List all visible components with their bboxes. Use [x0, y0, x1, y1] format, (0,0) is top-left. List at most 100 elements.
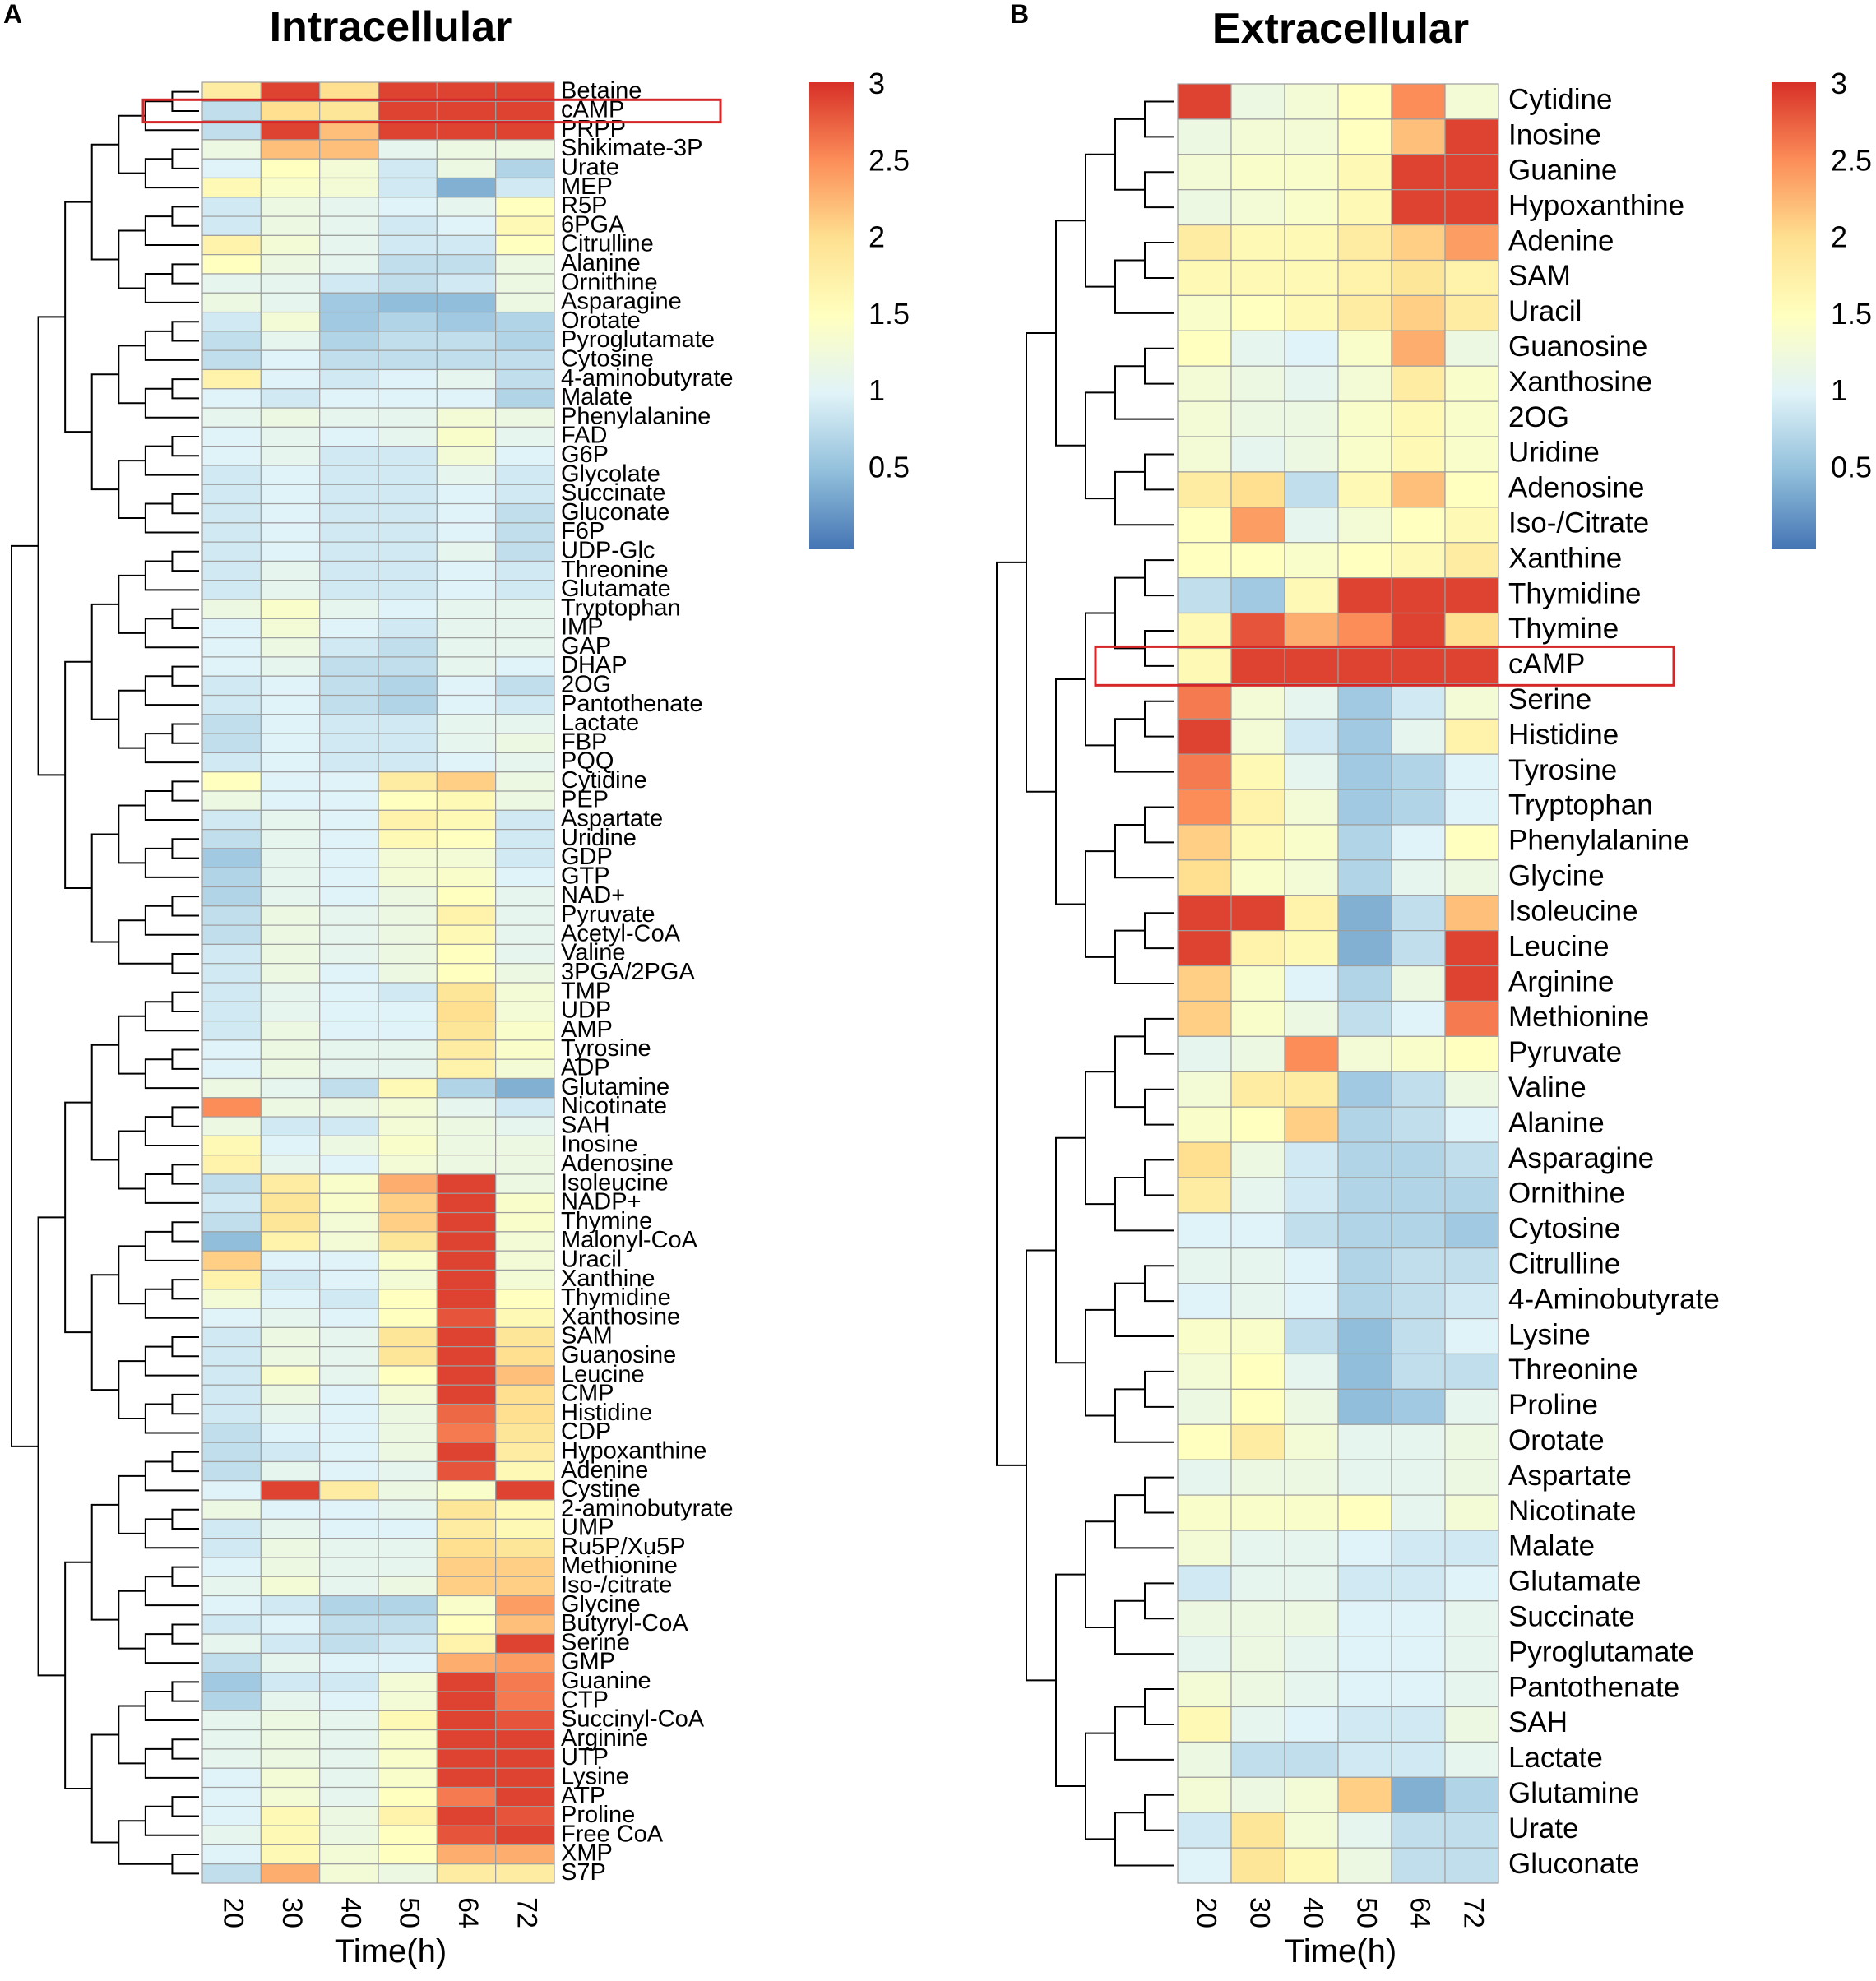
panel-b-cell-pyroglutamate-30: [1230, 1636, 1285, 1673]
panel-a-cell-hypoxanthine-64: [436, 1442, 497, 1463]
panel-b-cell-glycine-50: [1337, 859, 1392, 896]
panel-b-cell-citrulline-64: [1391, 1247, 1446, 1284]
panel-b-cell-camp-72: [1444, 647, 1499, 684]
panel-a-branch-12: [144, 272, 199, 303]
panel-a-row-label-aspartate: Aspartate: [561, 806, 663, 832]
panel-a-cell-xanthine-20: [201, 1269, 262, 1290]
panel-b-cell-sam-50: [1337, 259, 1392, 297]
panel-a-cell-succinyl-coa-40: [319, 1710, 379, 1731]
panel-b-row-label-gluconate: Gluconate: [1508, 1848, 1640, 1880]
panel-b-cell-asparagine-40: [1284, 1141, 1339, 1178]
panel-b-branch-45: [1085, 1732, 1115, 1840]
panel-b-cell-phenylalanine-40: [1284, 824, 1339, 861]
panel-b-cell-citrulline-40: [1284, 1247, 1339, 1284]
panel-a-cell-glutamine-64: [436, 1077, 497, 1099]
panel-b-row-label-proline: Proline: [1508, 1389, 1598, 1421]
panel-a-cell-proline-30: [260, 1806, 321, 1826]
panel-b-cell-valine-30: [1230, 1071, 1285, 1108]
panel-b-cell-alanine-20: [1177, 1106, 1232, 1143]
panel-b-cell-serine-50: [1337, 683, 1392, 720]
panel-b-letter: B: [1010, 0, 1029, 29]
panel-a-cell-guanosine-50: [378, 1346, 438, 1367]
panel-b-cell-ornithine-72: [1444, 1177, 1499, 1214]
panel-a-row-label-sam: SAM: [561, 1323, 613, 1349]
panel-a-row-label-tmp: TMP: [561, 978, 611, 1004]
panel-a-color-scale-tick-2: 2: [869, 220, 885, 254]
panel-a-row-label-s7p: S7P: [561, 1859, 606, 1886]
panel-a-row-label-thymine: Thymine: [561, 1208, 652, 1234]
panel-a-column-label-72: 72: [511, 1897, 542, 1928]
panel-b-branch-13: [1144, 453, 1174, 491]
panel-b-cell-arginine-30: [1230, 965, 1285, 1002]
panel-b-cell-sah-20: [1177, 1706, 1232, 1743]
panel-a-cell-pantothenate-20: [201, 694, 262, 715]
panel-a-row-label-glutamate: Glutamate: [561, 576, 671, 602]
panel-b-row-label-tryptophan: Tryptophan: [1508, 789, 1653, 822]
panel-a-row-label-citrulline: Citrulline: [561, 231, 654, 257]
panel-a-cell-leucine-50: [378, 1365, 438, 1386]
panel-b-cell-succinate-20: [1177, 1600, 1232, 1637]
panel-b-cell-histidine-64: [1391, 718, 1446, 755]
panel-a-cell-3pga-2pga-50: [378, 963, 438, 984]
panel-a-cell-methionine-64: [436, 1557, 497, 1577]
panel-a-cell-udp-glc-40: [319, 541, 379, 562]
panel-b-cell-pantothenate-72: [1444, 1670, 1499, 1708]
panel-a-cell-glutamate-72: [495, 580, 555, 600]
panel-a-cell-isoleucine-30: [260, 1173, 321, 1194]
panel-a-cell-gmp-30: [260, 1652, 321, 1673]
panel-b-cell-xanthine-30: [1230, 542, 1285, 579]
panel-a-cell-valine-72: [495, 943, 555, 965]
panel-a-cell-glycine-40: [319, 1595, 379, 1616]
panel-a-branch-27: [118, 574, 146, 634]
panel-a-cell-glycolate-40: [319, 465, 379, 485]
panel-b-cell-tyrosine-30: [1230, 753, 1285, 790]
panel-a-cell-cytosine-64: [436, 349, 497, 371]
panel-a-cell-3pga-2pga-30: [260, 963, 321, 984]
panel-a-cell-nadp-64: [436, 1192, 497, 1214]
panel-a-cell-tmp-40: [319, 982, 379, 1002]
panel-a-cell-ru5p-xu5p-72: [495, 1538, 555, 1558]
panel-b-cell-orotate-40: [1284, 1423, 1339, 1460]
panel-b-row-label-glutamine: Glutamine: [1508, 1777, 1640, 1809]
panel-a-row-label-ump: UMP: [561, 1515, 614, 1541]
panel-a-cell-camp-30: [260, 100, 321, 122]
panel-a-cell-thymidine-64: [436, 1289, 497, 1309]
panel-a-cell-butyryl-coa-50: [378, 1614, 438, 1635]
panel-b-cell-sam-72: [1444, 259, 1499, 297]
panel-b-branch-5: [1144, 100, 1174, 138]
panel-a-cell-cytosine-50: [378, 349, 438, 371]
panel-a-cell-cmp-64: [436, 1384, 497, 1405]
panel-a-cell-xanthosine-72: [495, 1308, 555, 1328]
panel-a-cell-pep-64: [436, 790, 497, 811]
panel-a-branch-17: [171, 321, 199, 342]
panel-b-cell-leucine-40: [1284, 930, 1339, 967]
panel-b-cell-sam-64: [1391, 259, 1446, 297]
panel-a-branch-50: [118, 1015, 146, 1075]
panel-b-branch-28: [1085, 1071, 1115, 1206]
panel-b-cell-malate-20: [1177, 1530, 1232, 1567]
panel-b-cell-camp-30: [1230, 647, 1285, 684]
panel-a-cell-xanthosine-50: [378, 1308, 438, 1328]
panel-b-cell-malate-72: [1444, 1530, 1499, 1567]
panel-a-cell-ru5p-xu5p-40: [319, 1538, 379, 1558]
panel-b-cell-uracil-40: [1284, 294, 1339, 331]
panel-b-cell-aspartate-72: [1444, 1459, 1499, 1496]
panel-b-cell-glycine-40: [1284, 859, 1339, 896]
panel-b-cell-4-aminobutyrate-72: [1444, 1283, 1499, 1320]
panel-a-cell-valine-64: [436, 943, 497, 965]
panel-b-cell-tyrosine-40: [1284, 753, 1339, 790]
panel-a-cell-leucine-20: [201, 1365, 262, 1386]
panel-a-cell-gap-50: [378, 637, 438, 658]
panel-a-cell-arginine-20: [201, 1729, 262, 1750]
panel-b-cell-guanine-40: [1284, 154, 1339, 191]
panel-a-cell-ctp-72: [495, 1691, 555, 1711]
panel-a-cell-adenosine-30: [260, 1155, 321, 1175]
panel-a-branch-80: [171, 1566, 199, 1587]
panel-a-cell-cdp-30: [260, 1423, 321, 1443]
panel-a-cell-valine-40: [319, 943, 379, 965]
panel-b-row-label-uracil: Uracil: [1508, 295, 1582, 327]
panel-a-cell-gtp-20: [201, 867, 262, 888]
panel-b-cell-uracil-30: [1230, 294, 1285, 331]
panel-a-cell-nad-72: [495, 886, 555, 907]
